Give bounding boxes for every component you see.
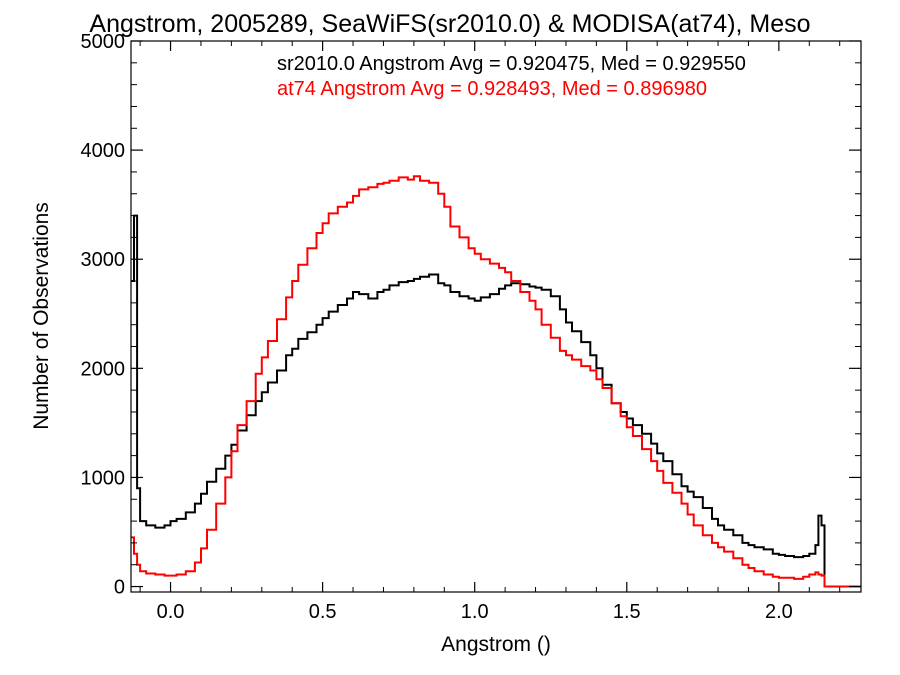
y-tick-label: 2000: [81, 358, 126, 380]
y-tick-label: 5000: [81, 31, 126, 53]
series-line-1: [131, 175, 861, 588]
y-tick-label: 1000: [81, 467, 126, 489]
x-tick-label: 1.5: [613, 601, 641, 623]
y-tick-label: 4000: [81, 140, 126, 162]
x-tick-label: 2.0: [765, 601, 793, 623]
x-tick-label: 0.5: [309, 601, 337, 623]
plot-frame: [130, 40, 862, 593]
annotation-at74: at74 Angstrom Avg = 0.928493, Med = 0.89…: [277, 78, 707, 100]
x-tick-label: 1.0: [461, 601, 489, 623]
y-axis-ticks: 0 1000 2000 3000 4000 5000: [81, 31, 861, 599]
x-axis-ticks: 0.0 0.5 1.0 1.5 2.0: [139, 41, 841, 623]
chart-title: Angstrom, 2005289, SeaWiFS(sr2010.0) & M…: [89, 10, 810, 38]
series-line-0: [131, 214, 861, 588]
y-tick-label: 3000: [81, 249, 126, 271]
y-axis-label: Number of Observations: [30, 202, 53, 430]
y-tick-label: 0: [114, 577, 125, 599]
annotation-sr2010: sr2010.0 Angstrom Avg = 0.920475, Med = …: [277, 53, 746, 75]
x-axis-label: Angstrom (): [441, 633, 551, 656]
x-tick-label: 0.0: [157, 601, 185, 623]
series-group: [131, 175, 861, 588]
plot-area: [131, 175, 861, 588]
